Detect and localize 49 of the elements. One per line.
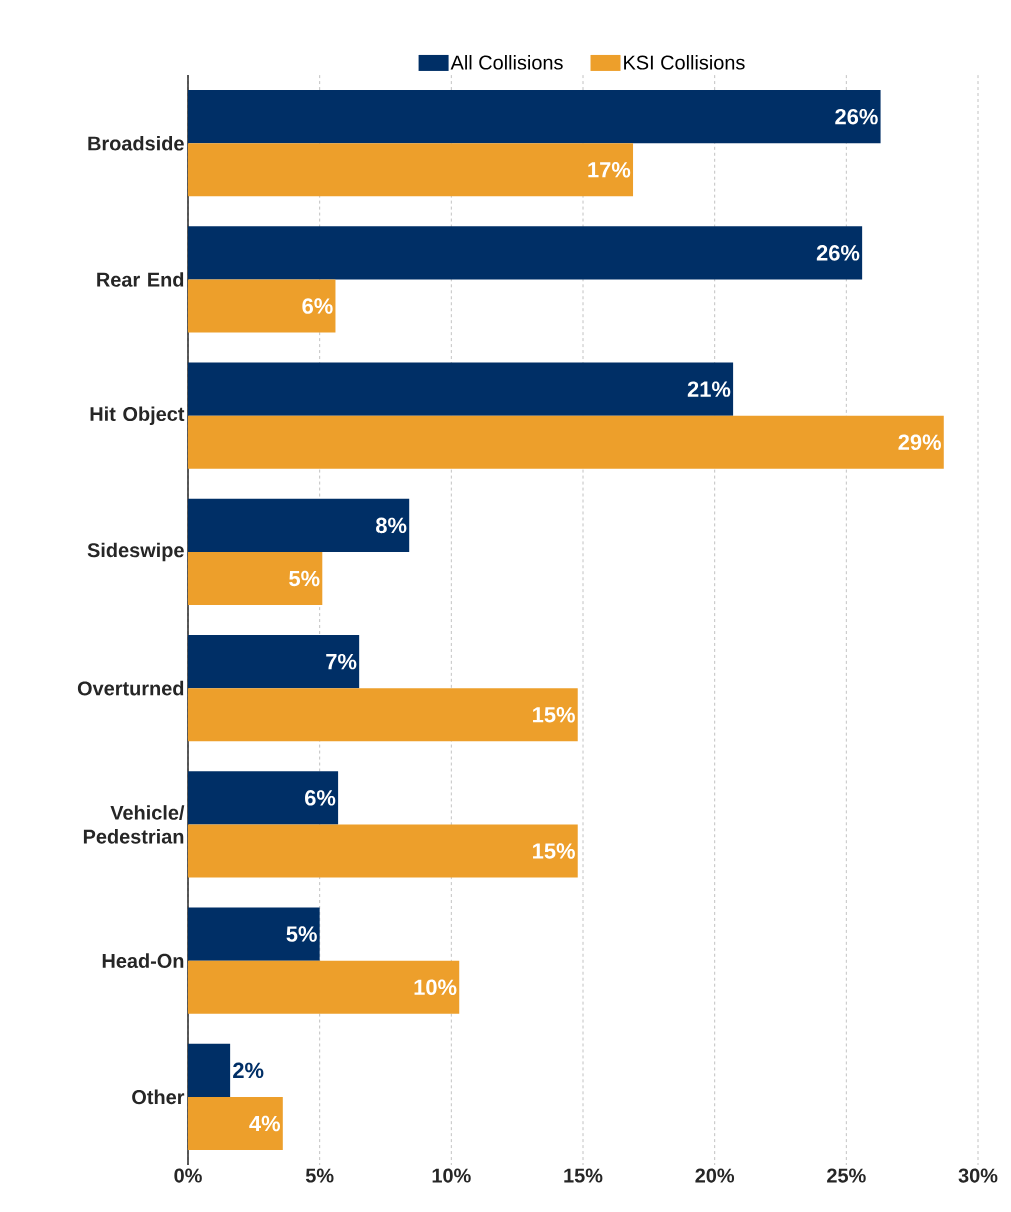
- data-label: 5%: [289, 570, 320, 587]
- bar: [188, 771, 339, 825]
- data-label: 10%: [414, 979, 457, 995]
- y-tick-label: Vehicle/ Pedestrian: [83, 805, 185, 844]
- data-label: 17%: [588, 162, 631, 178]
- data-label: 6%: [305, 790, 336, 806]
- legend-label: KSI Collisions: [624, 54, 745, 70]
- y-tick-label: Sideswipe: [87, 542, 184, 562]
- bar: [188, 1043, 231, 1097]
- data-label: 4%: [249, 1115, 281, 1132]
- bar: [188, 688, 578, 742]
- bar: [188, 143, 634, 197]
- data-label: 26%: [816, 245, 860, 261]
- bar: [188, 498, 410, 552]
- data-label: 29%: [898, 434, 941, 451]
- bar: [188, 362, 734, 416]
- x-tick-label: 15%: [564, 1168, 603, 1183]
- data-label: 15%: [533, 843, 575, 859]
- x-tick-label: 25%: [827, 1168, 866, 1183]
- y-tick-label: Head-On: [102, 953, 184, 968]
- bar: [188, 635, 360, 689]
- bar: [188, 415, 944, 469]
- data-label: 21%: [687, 381, 731, 397]
- data-label: 15%: [533, 707, 575, 723]
- bar: [188, 90, 881, 144]
- bar: [188, 824, 578, 878]
- data-label: 8%: [376, 517, 407, 534]
- y-tick-label: Hit Object: [90, 406, 185, 425]
- x-tick-label: 10%: [432, 1168, 471, 1183]
- bar: [188, 960, 460, 1014]
- y-tick-label: Rear End: [97, 272, 184, 287]
- x-tick-label: 0%: [174, 1168, 202, 1183]
- x-tick-label: 20%: [695, 1168, 735, 1183]
- y-tick-label: Overturned: [77, 680, 184, 696]
- y-tick-label: Broadside: [88, 135, 184, 151]
- y-tick-label: Other: [132, 1089, 185, 1105]
- data-label: 5%: [286, 926, 317, 942]
- bar: [188, 279, 336, 333]
- data-label: 26%: [835, 108, 878, 125]
- data-label: 2%: [233, 1062, 264, 1079]
- x-tick-label: 5%: [305, 1168, 334, 1183]
- bar: [188, 551, 323, 606]
- bar: [188, 907, 320, 961]
- x-tick-label: 30%: [958, 1168, 998, 1183]
- bar: [188, 1096, 283, 1151]
- data-label: 6%: [302, 298, 333, 314]
- data-label: 7%: [326, 653, 357, 670]
- bar: [188, 226, 863, 280]
- legend-label: All Collisions: [450, 54, 563, 70]
